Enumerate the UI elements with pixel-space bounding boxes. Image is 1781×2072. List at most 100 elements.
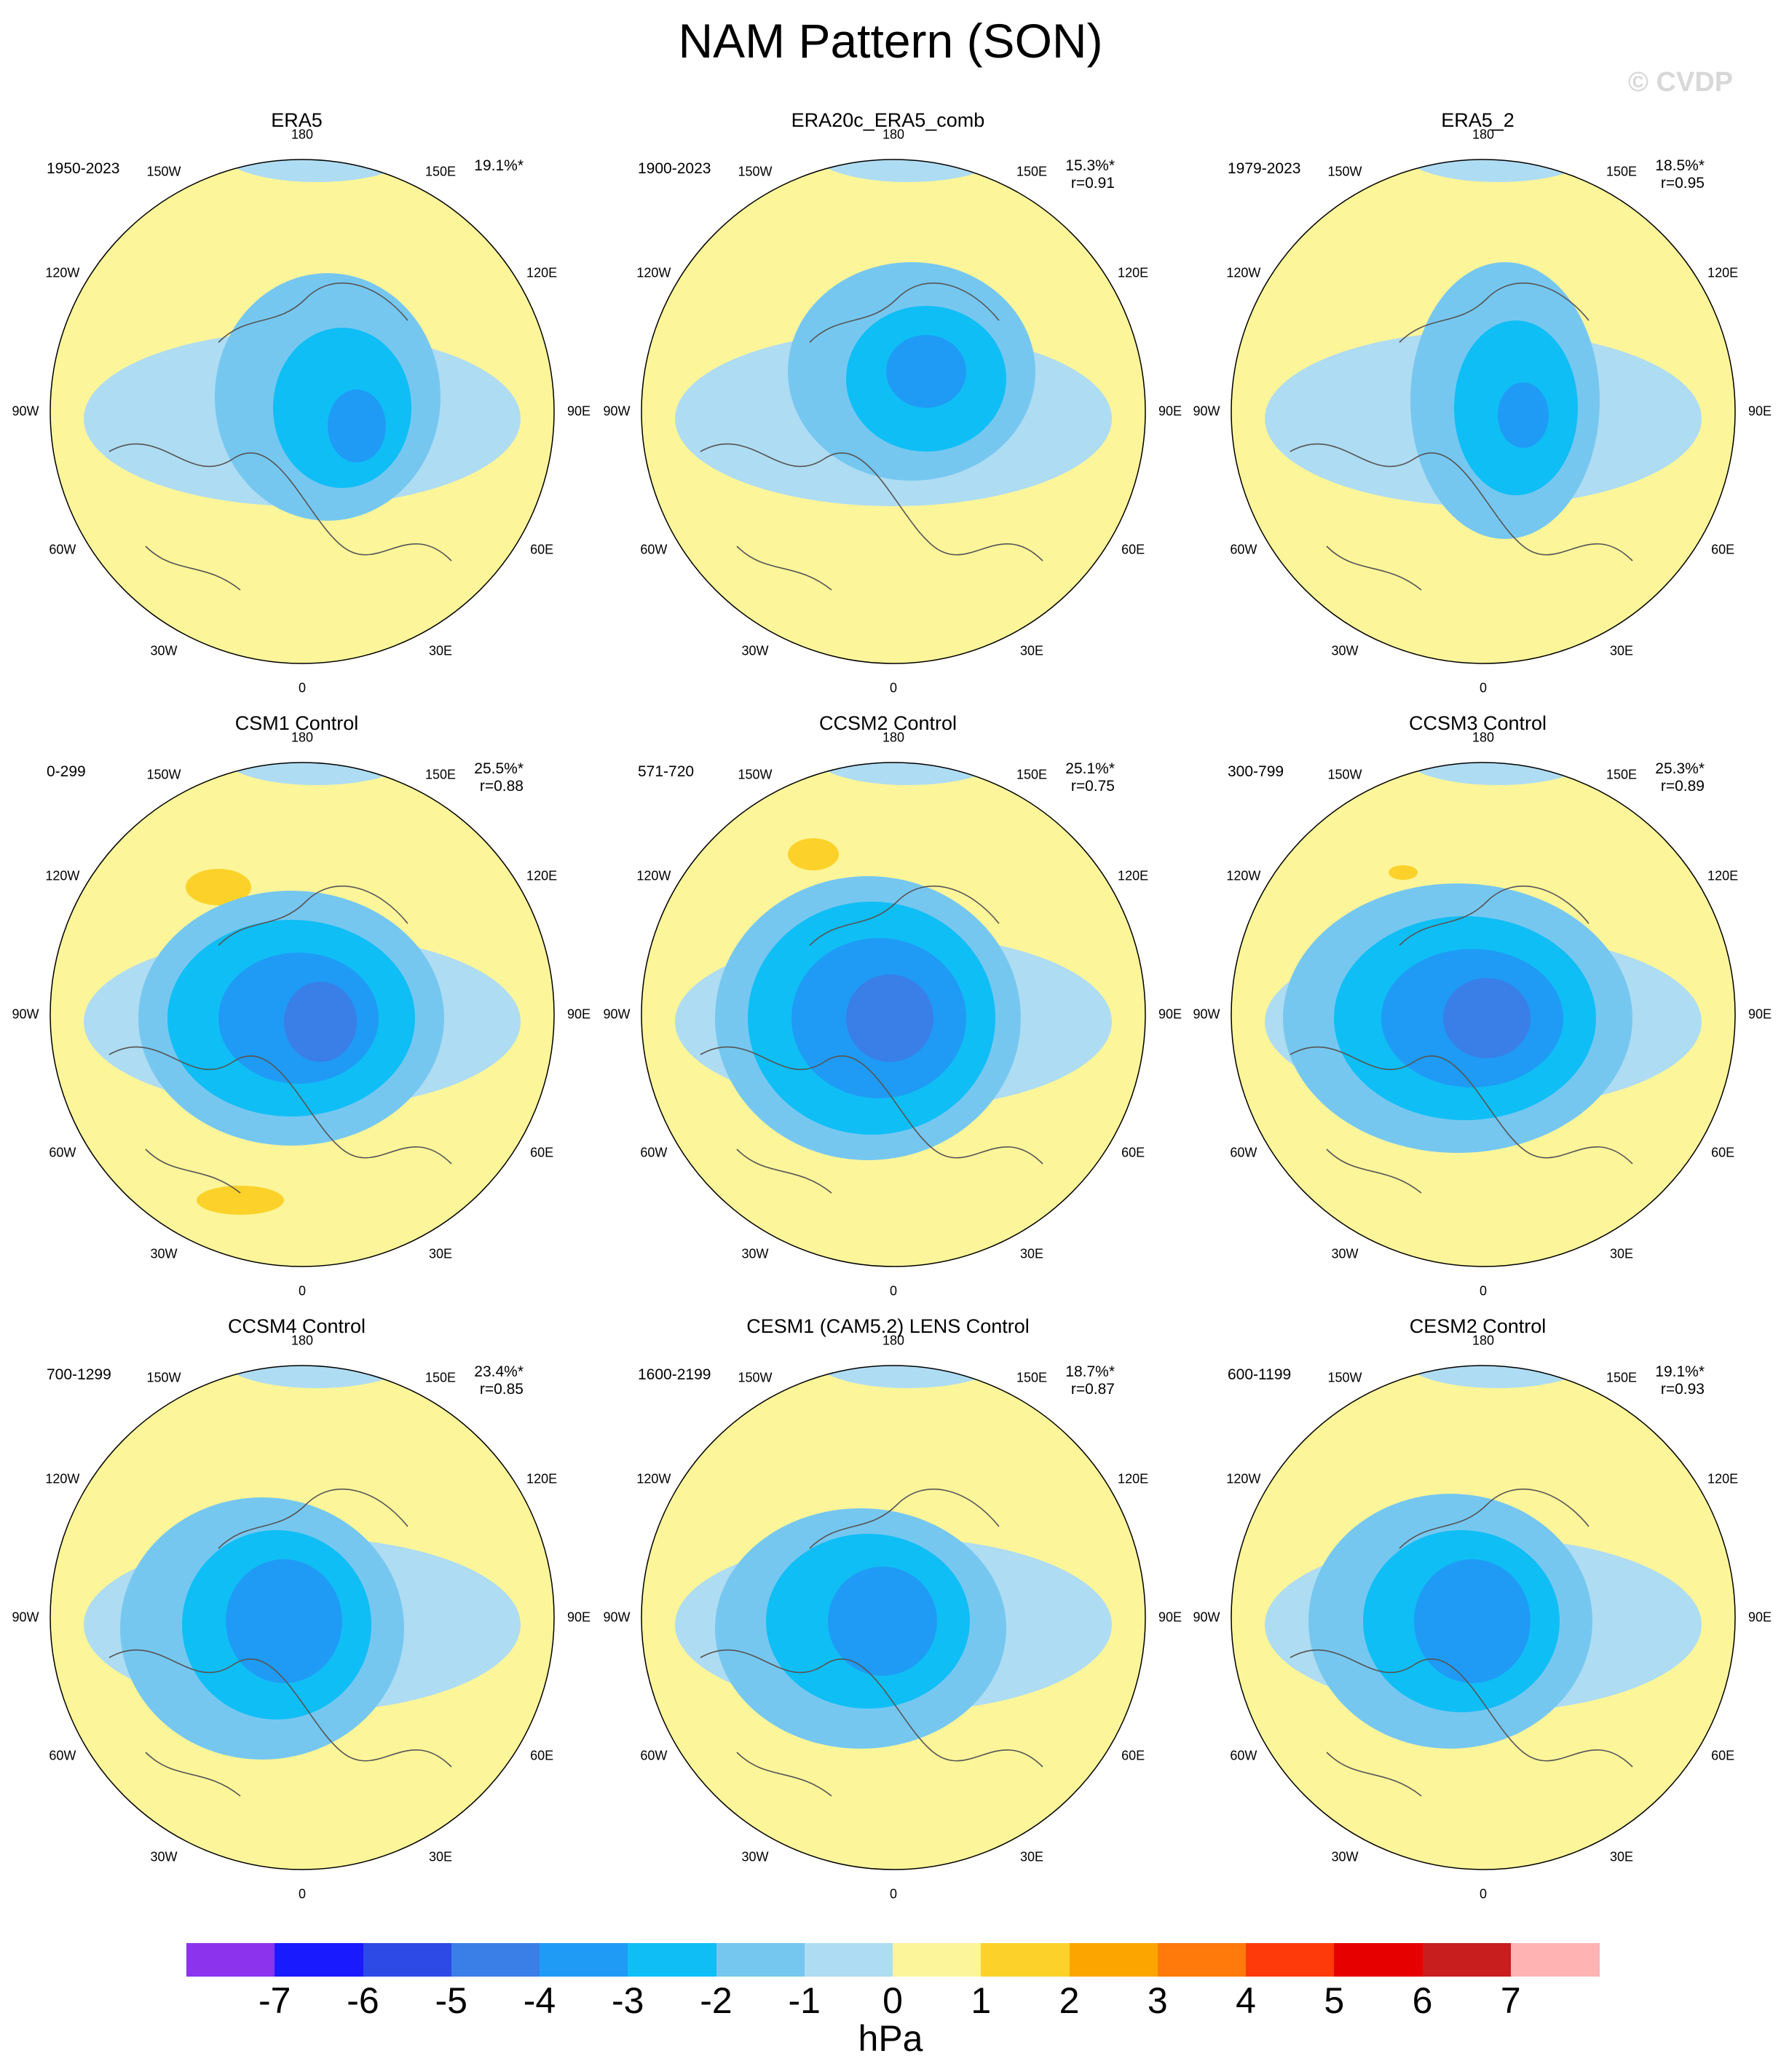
longitude-label: 120W (1226, 868, 1261, 883)
longitude-label: 90W (1193, 1610, 1220, 1625)
longitude-label: 30E (1019, 1849, 1044, 1864)
longitude-label: 60W (49, 1145, 76, 1160)
longitude-label: 150W (1327, 767, 1362, 782)
longitude-label: 90W (603, 1007, 631, 1022)
map-border (50, 159, 555, 664)
positive-anomaly (160, 1803, 262, 1847)
pattern-correlation: r=0.85 (479, 1381, 524, 1398)
colorbar-swatch (451, 1943, 540, 1977)
longitude-label: 90E (1158, 1610, 1182, 1625)
longitude-label: 120W (1226, 1471, 1261, 1486)
longitude-label: 60E (1121, 542, 1145, 557)
percent-variance: 19.1%* (1655, 1363, 1705, 1380)
longitude-label: 90W (1193, 1007, 1220, 1022)
positive-anomaly (157, 248, 280, 306)
polar-map (641, 1365, 1146, 1870)
longitude-label: 120E (1118, 265, 1149, 280)
panel-stats: 25.1%* r=0.75 (1065, 760, 1115, 795)
colorbar-swatch (628, 1943, 716, 1977)
longitude-label: 90E (1748, 1007, 1772, 1022)
longitude-label: 180 (882, 1333, 905, 1348)
longitude-label: 60W (49, 1748, 76, 1763)
positive-anomaly (762, 1814, 857, 1851)
longitude-label: 120E (1707, 1471, 1739, 1486)
longitude-label: 0 (889, 1886, 898, 1902)
longitude-label: 0 (1479, 1283, 1488, 1299)
map-panel: CESM1 (CAM5.2) LENS Control 1600-2199 18.7… (591, 1315, 1185, 1913)
positive-anomaly (762, 1450, 842, 1494)
longitude-label: 30E (428, 643, 453, 658)
negative-anomaly (328, 390, 386, 462)
colorbar-swatch (1246, 1943, 1335, 1977)
panel-years: 1900-2023 (638, 160, 711, 177)
longitude-label: 60W (640, 1145, 668, 1160)
longitude-label: 0 (1479, 1886, 1488, 1902)
map-border (1231, 159, 1736, 664)
colorbar-tick-label: 1 (971, 1980, 992, 2021)
longitude-label: 180 (1472, 127, 1495, 142)
longitude-label: 150W (146, 164, 181, 179)
longitude-label: 180 (1472, 730, 1495, 745)
positive-anomaly (1338, 248, 1461, 299)
longitude-label: 150W (146, 1370, 181, 1385)
panel-title: ERA20c_ERA5_comb (791, 109, 985, 131)
longitude-label: 0 (298, 680, 307, 696)
longitude-label: 120E (1118, 1471, 1149, 1486)
longitude-label: 90W (603, 1610, 631, 1625)
polar-map (641, 159, 1146, 664)
longitude-label: 150E (1016, 1370, 1048, 1385)
longitude-label: 90E (1748, 403, 1772, 419)
pattern-correlation: r=0.75 (1070, 778, 1115, 795)
longitude-label: 30W (150, 643, 178, 658)
longitude-label: 120W (45, 868, 80, 883)
colorbar-swatch (363, 1943, 452, 1977)
negative-anomaly (886, 335, 966, 408)
map-border (50, 762, 555, 1267)
positive-anomaly (197, 1186, 284, 1215)
colorbar-tick-label: -6 (347, 1980, 379, 2021)
longitude-label: 30W (741, 1849, 769, 1864)
colorbar-swatch (1157, 1943, 1247, 1977)
longitude-label: 150E (1606, 164, 1638, 179)
map-panel: CCSM2 Control 571-720 25.1%* r=0.75 180 150E 1… (591, 712, 1185, 1309)
pattern-correlation: r=0.91 (1070, 175, 1115, 192)
percent-variance: 25.1%* (1065, 760, 1115, 777)
positive-anomaly (1352, 1450, 1447, 1508)
panel-title: CSM1 Control (234, 712, 359, 734)
coastline (700, 1488, 1043, 1797)
colorbar-tick-label: 2 (1059, 1980, 1080, 2021)
panel-years: 700-1299 (47, 1366, 111, 1383)
positive-anomaly (828, 517, 864, 546)
longitude-label: 60W (640, 542, 668, 557)
panel-stats: 19.1%* r=0.93 (1655, 1363, 1705, 1398)
longitude-label: 120E (1707, 265, 1739, 280)
longitude-label: 30E (428, 1849, 453, 1864)
longitude-label: 120E (1118, 868, 1149, 883)
colorbar-tick-label: -1 (788, 1980, 821, 2021)
map-border (641, 762, 1146, 1267)
longitude-label: 150E (1606, 1370, 1638, 1385)
longitude-label: 60W (640, 1748, 668, 1763)
longitude-label: 150W (146, 767, 181, 782)
map-border (1231, 762, 1736, 1267)
colorbar (186, 1943, 1600, 1977)
longitude-label: 0 (889, 1283, 898, 1299)
coastline (108, 885, 452, 1194)
percent-variance: 19.1%* (474, 157, 524, 174)
longitude-label: 180 (1472, 1333, 1495, 1348)
longitude-label: 150E (1016, 164, 1048, 179)
panel-title: CCSM2 Control (818, 712, 957, 734)
colorbar-swatch (893, 1943, 982, 1977)
longitude-label: 30W (150, 1849, 178, 1864)
colorbar-tick-label: -3 (612, 1980, 644, 2021)
longitude-label: 180 (291, 127, 314, 142)
panel-title: CESM1 (CAM5.2) LENS Control (746, 1315, 1030, 1337)
longitude-label: 90W (12, 403, 39, 419)
map-border (641, 1365, 1146, 1870)
longitude-label: 120E (526, 868, 558, 883)
coastline (700, 282, 1043, 591)
longitude-label: 60E (530, 1145, 554, 1160)
percent-variance: 18.7%* (1065, 1363, 1115, 1380)
longitude-label: 90W (12, 1007, 39, 1022)
negative-anomaly (846, 974, 933, 1062)
